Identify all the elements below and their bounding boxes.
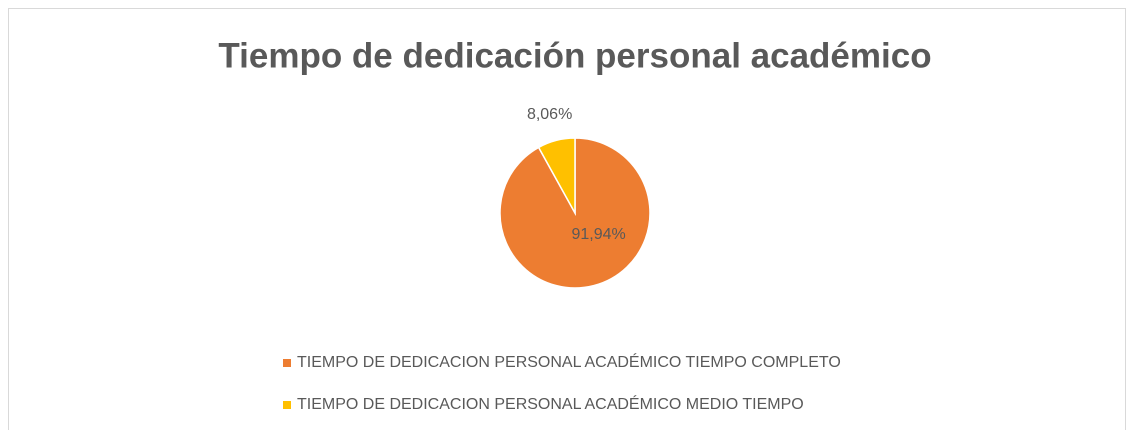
data-label: 8,06% — [527, 106, 572, 123]
chart-title: Tiempo de dedicación personal académico — [218, 36, 931, 75]
legend-label: TIEMPO DE DEDICACION PERSONAL ACADÉMICO … — [297, 394, 804, 413]
pie-slice — [537, 137, 576, 216]
data-label: 91,94% — [572, 226, 626, 243]
legend-swatch — [283, 401, 291, 409]
legend-swatch — [283, 359, 291, 367]
legend-label: TIEMPO DE DEDICACION PERSONAL ACADÉMICO … — [297, 352, 841, 371]
